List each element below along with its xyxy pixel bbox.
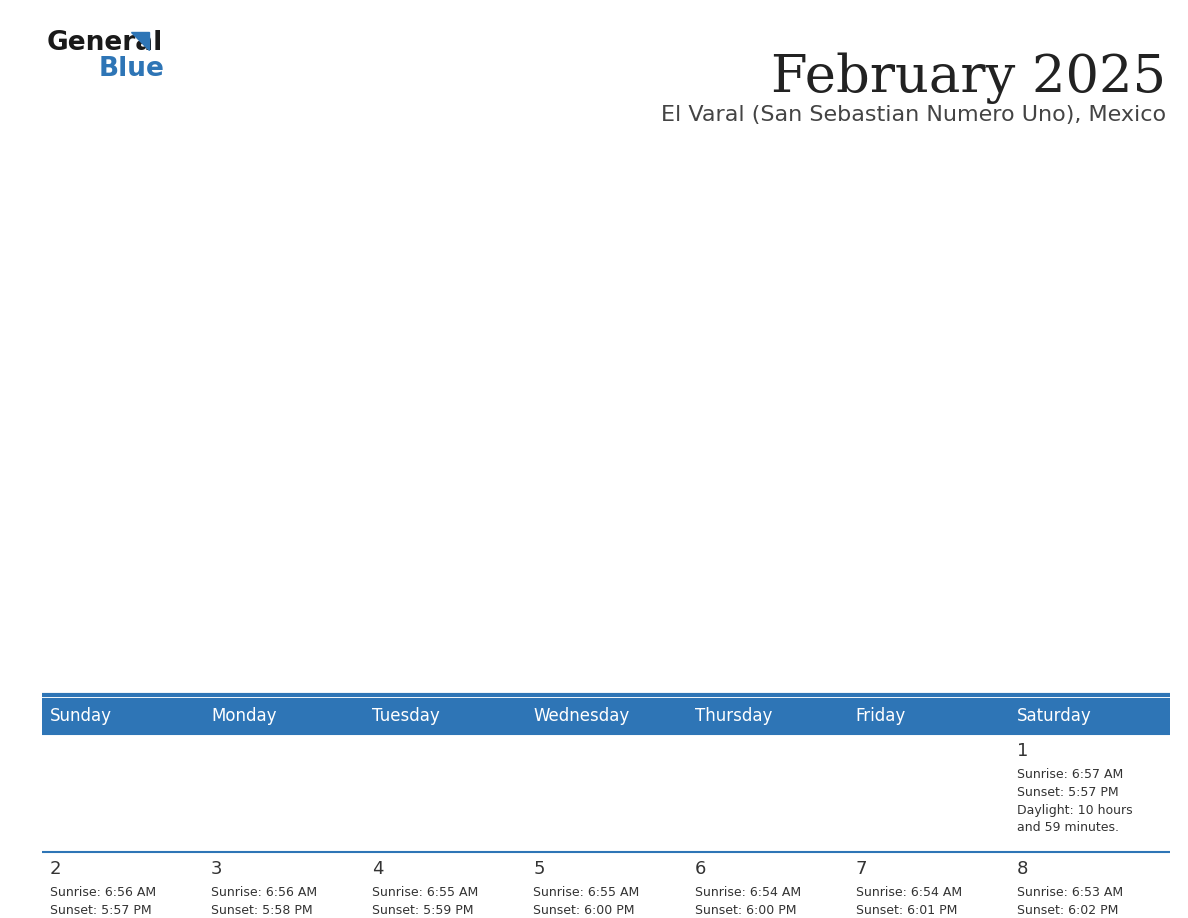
Text: Sunrise: 6:55 AM: Sunrise: 6:55 AM xyxy=(533,886,639,899)
Text: Sunrise: 6:55 AM: Sunrise: 6:55 AM xyxy=(372,886,479,899)
Text: 6: 6 xyxy=(695,860,706,878)
Text: 8: 8 xyxy=(1017,860,1029,878)
Text: El Varal (San Sebastian Numero Uno), Mexico: El Varal (San Sebastian Numero Uno), Mex… xyxy=(661,105,1165,125)
Text: 7: 7 xyxy=(855,860,867,878)
Text: Sunset: 6:00 PM: Sunset: 6:00 PM xyxy=(533,904,634,917)
Text: Blue: Blue xyxy=(99,56,165,82)
Text: 5: 5 xyxy=(533,860,545,878)
Text: 1: 1 xyxy=(1017,742,1029,760)
Bar xyxy=(42,734,1170,852)
Text: Sunrise: 6:57 AM: Sunrise: 6:57 AM xyxy=(1017,768,1123,781)
Text: Sunset: 5:58 PM: Sunset: 5:58 PM xyxy=(211,904,312,917)
Text: Sunset: 6:02 PM: Sunset: 6:02 PM xyxy=(1017,904,1118,917)
Text: Sunset: 6:00 PM: Sunset: 6:00 PM xyxy=(695,904,796,917)
Text: Saturday: Saturday xyxy=(1017,707,1092,725)
Text: 4: 4 xyxy=(372,860,384,878)
Text: February 2025: February 2025 xyxy=(771,52,1165,104)
Text: Thursday: Thursday xyxy=(695,707,772,725)
Text: 3: 3 xyxy=(211,860,222,878)
Text: 2: 2 xyxy=(50,860,62,878)
Text: Sunrise: 6:54 AM: Sunrise: 6:54 AM xyxy=(695,886,801,899)
Text: Sunrise: 6:54 AM: Sunrise: 6:54 AM xyxy=(855,886,962,899)
Text: Daylight: 10 hours: Daylight: 10 hours xyxy=(1017,804,1132,817)
Text: Tuesday: Tuesday xyxy=(372,707,440,725)
Bar xyxy=(42,852,1170,918)
Text: Sunrise: 6:56 AM: Sunrise: 6:56 AM xyxy=(211,886,317,899)
Text: Sunset: 5:57 PM: Sunset: 5:57 PM xyxy=(1017,786,1118,799)
Text: Sunset: 5:59 PM: Sunset: 5:59 PM xyxy=(372,904,474,917)
Text: Wednesday: Wednesday xyxy=(533,707,630,725)
Text: Sunrise: 6:56 AM: Sunrise: 6:56 AM xyxy=(50,886,156,899)
Text: and 59 minutes.: and 59 minutes. xyxy=(1017,821,1119,834)
Text: Sunset: 5:57 PM: Sunset: 5:57 PM xyxy=(50,904,152,917)
Text: Monday: Monday xyxy=(211,707,277,725)
Text: Friday: Friday xyxy=(855,707,906,725)
Text: Sunday: Sunday xyxy=(50,707,112,725)
Polygon shape xyxy=(131,32,148,50)
Text: Sunrise: 6:53 AM: Sunrise: 6:53 AM xyxy=(1017,886,1123,899)
Text: General: General xyxy=(48,30,163,56)
Bar xyxy=(42,698,1170,734)
Text: Sunset: 6:01 PM: Sunset: 6:01 PM xyxy=(855,904,958,917)
